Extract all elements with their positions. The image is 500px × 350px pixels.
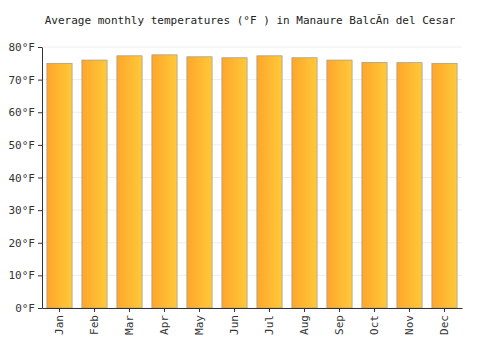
x-tick-label: Feb (88, 315, 101, 335)
y-tick: 40°F (9, 172, 43, 185)
y-tick: 80°F (9, 41, 43, 54)
bar (187, 57, 212, 308)
x-tick-label: Dec (438, 315, 451, 335)
y-tick-label: 30°F (9, 204, 36, 217)
x-tick-label: May (193, 315, 206, 335)
x-tick: Apr (158, 308, 171, 335)
x-tick-label: Aug (298, 315, 311, 335)
bar (432, 63, 457, 308)
x-tick: Mar (123, 308, 136, 335)
x-tick: Jun (228, 308, 241, 335)
y-tick-label: 0°F (15, 302, 35, 315)
y-tick: 50°F (9, 139, 43, 152)
chart: 0°F 10°F 20°F 30°F 40°F 50°F 60°F 70°F 80°F Jan Fe… (0, 0, 500, 350)
bar (362, 62, 387, 308)
y-tick-mark (38, 243, 42, 244)
bar (117, 56, 142, 308)
grid (42, 47, 462, 308)
bar (47, 63, 72, 308)
x-tick-mark (339, 308, 340, 312)
y-axis-line (42, 48, 43, 309)
y-tick-label: 50°F (9, 139, 36, 152)
x-tick-mark (304, 308, 305, 312)
y-tick-mark (38, 145, 42, 146)
x-tick: Feb (88, 308, 101, 335)
bar (152, 55, 177, 308)
x-tick: Aug (298, 308, 311, 335)
x-tick: Dec (438, 308, 451, 335)
x-tick: Jul (263, 308, 276, 335)
title: Average monthly temperatures (°F ) in Ma… (45, 14, 456, 27)
x-axis: Jan Feb Mar Apr May Jun Jul Aug Sep Oct Nov Dec (43, 308, 463, 335)
y-tick: 70°F (9, 74, 43, 87)
y-axis: 0°F 10°F 20°F 30°F 40°F 50°F 60°F 70°F 80°F (9, 41, 43, 315)
y-tick-mark (38, 210, 42, 211)
y-tick: 10°F (9, 269, 43, 282)
x-axis-line (43, 308, 463, 309)
y-tick: 30°F (9, 204, 43, 217)
y-tick-label: 20°F (9, 237, 36, 250)
bar (222, 58, 247, 308)
plot: 0°F 10°F 20°F 30°F 40°F 50°F 60°F 70°F 80°F Jan Fe… (9, 41, 463, 335)
bars (47, 55, 457, 308)
y-tick-mark (38, 275, 42, 276)
bar (257, 56, 282, 308)
y-tick-label: 40°F (9, 172, 36, 185)
y-tick-mark (38, 47, 42, 48)
y-tick-mark (38, 112, 42, 113)
x-tick: Nov (403, 308, 416, 335)
x-tick-label: Nov (403, 315, 416, 335)
x-tick: Oct (368, 308, 381, 335)
x-tick-label: Jun (228, 315, 241, 335)
x-tick-mark (409, 308, 410, 312)
x-tick: Sep (333, 308, 346, 335)
x-tick-label: Apr (158, 315, 171, 335)
x-tick-label: Mar (123, 315, 136, 335)
y-tick-label: 80°F (9, 41, 36, 54)
x-tick-label: Jan (53, 315, 66, 335)
bar (82, 60, 107, 308)
x-tick-mark (164, 308, 165, 312)
grid-line (42, 47, 462, 48)
bar (397, 63, 422, 308)
y-tick-mark (38, 308, 42, 309)
x-tick: May (193, 308, 206, 335)
y-tick-mark (38, 178, 42, 179)
x-tick-mark (269, 308, 270, 312)
x-tick-mark (199, 308, 200, 312)
x-tick-label: Sep (333, 315, 346, 335)
y-tick: 20°F (9, 237, 43, 250)
x-tick: Jan (53, 308, 66, 335)
x-tick-label: Jul (263, 315, 276, 335)
x-tick-mark (129, 308, 130, 312)
y-tick-label: 60°F (9, 106, 36, 119)
y-tick: 60°F (9, 106, 43, 119)
bar (327, 60, 352, 308)
y-tick-label: 70°F (9, 74, 36, 87)
x-tick-mark (59, 308, 60, 312)
x-tick-mark (444, 308, 445, 312)
x-tick-mark (234, 308, 235, 312)
y-tick-label: 10°F (9, 269, 36, 282)
y-tick-mark (38, 80, 42, 81)
x-tick-label: Oct (368, 315, 381, 335)
bar (292, 58, 317, 308)
y-tick: 0°F (15, 302, 42, 315)
x-tick-mark (374, 308, 375, 312)
x-tick-mark (94, 308, 95, 312)
